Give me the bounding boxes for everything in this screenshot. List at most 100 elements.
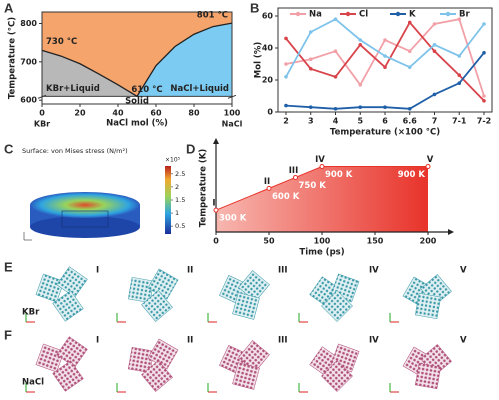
y-tick-label: 600 <box>20 96 37 105</box>
crystal <box>141 290 173 322</box>
point <box>333 17 338 22</box>
x-arrow <box>448 229 454 235</box>
stage-label: I <box>96 266 99 276</box>
legend-marker <box>295 11 301 17</box>
point <box>407 49 412 53</box>
crystal <box>127 346 155 374</box>
point-label: III <box>289 166 299 176</box>
point <box>457 54 462 58</box>
point <box>432 49 437 53</box>
point <box>284 75 288 79</box>
crystal <box>35 273 65 303</box>
panel-label: E <box>4 259 13 274</box>
crystal <box>127 276 155 304</box>
x-tick-label: 4 <box>333 117 339 126</box>
crystal <box>56 266 88 298</box>
x-tick-label: 2 <box>283 117 289 126</box>
x-tick-label: 7 <box>432 117 438 126</box>
annotation: 610 °C <box>131 85 162 95</box>
x-tick-label: 80 <box>188 109 200 118</box>
material-label: KBr <box>22 308 40 318</box>
point <box>457 81 462 85</box>
axis-break <box>37 94 47 99</box>
crystal <box>56 336 88 368</box>
simulation-panel: Surface: von Mises stress (N/m²) ×10⁵ 0.5… <box>22 147 185 241</box>
point <box>383 54 387 58</box>
colorbar-tick-label: 2.5 <box>175 170 185 178</box>
annotation: 801 °C <box>197 11 228 21</box>
point <box>333 49 338 53</box>
point <box>358 83 363 87</box>
x-tick-label: 100 <box>224 109 241 118</box>
stage-label: III <box>278 266 288 276</box>
x-tick-label: 60 <box>150 109 162 118</box>
series-line <box>285 52 485 110</box>
series-line <box>285 20 485 102</box>
x-tick-label: 0 <box>39 109 45 118</box>
legend-marker <box>445 11 451 17</box>
point <box>432 22 437 26</box>
point <box>407 107 412 111</box>
x-axis-label: NaCl mol (%) <box>106 119 168 129</box>
point-label: IV <box>315 155 325 165</box>
y-tick-label: 0 <box>267 108 273 117</box>
crystal <box>141 360 173 392</box>
axis-break <box>227 94 237 99</box>
point <box>482 94 486 98</box>
point <box>308 57 313 61</box>
point <box>358 105 363 109</box>
x-tick-label: 7-2 <box>477 117 491 126</box>
value-label: 900 K <box>325 170 353 180</box>
point <box>482 51 486 55</box>
x-axis-label: Temperature (×100 °C) <box>330 128 440 138</box>
inner-box <box>61 210 109 228</box>
point <box>432 92 437 97</box>
legend-label: Br <box>459 10 470 20</box>
region-label: Solid <box>125 97 149 107</box>
point <box>284 103 288 108</box>
crystal <box>232 292 260 320</box>
point <box>358 38 363 42</box>
stage-label: II <box>187 336 193 346</box>
y-axis-label: Temperature (K) <box>199 149 209 228</box>
x-axis-label: Time (ps) <box>299 248 344 258</box>
stage-label: V <box>460 266 467 276</box>
y-tick-label: 40 <box>262 44 274 53</box>
y-axis-label: Temperature (°C) <box>8 17 18 99</box>
panel-label: C <box>4 141 14 156</box>
point <box>293 174 298 180</box>
area-fill <box>216 166 428 232</box>
frame <box>41 11 233 105</box>
disk-top <box>30 192 140 218</box>
crystal <box>52 360 84 392</box>
point <box>457 17 462 22</box>
x-tick-label: 6.6 <box>403 117 418 126</box>
sim-title: Surface: von Mises stress (N/m²) <box>22 147 128 155</box>
stage-label: IV <box>369 336 379 346</box>
y-tick-label: 60 <box>262 12 274 21</box>
x-tick-label: 6 <box>382 117 388 126</box>
end-label: KBr <box>34 120 50 129</box>
crystal <box>147 268 179 300</box>
x-tick-label: 20 <box>74 109 86 118</box>
point <box>213 207 219 213</box>
crystal <box>414 292 442 320</box>
colorbar-tick-label: 0.5 <box>175 222 185 230</box>
y-tick-label: 700 <box>20 57 37 66</box>
stage-label: II <box>187 266 193 276</box>
stage-label: I <box>96 336 99 346</box>
kbr-liquid-region <box>42 50 137 97</box>
point <box>383 65 387 69</box>
stage-label: IV <box>369 266 379 276</box>
legend-label: Cl <box>359 10 368 20</box>
point <box>383 105 387 109</box>
crystal <box>414 362 442 390</box>
point <box>482 22 486 26</box>
material-label: NaCl <box>22 378 44 388</box>
nacl-liquid-region <box>137 23 232 97</box>
panel-label: D <box>186 141 195 156</box>
point <box>319 164 325 170</box>
value-label: 750 K <box>299 181 327 191</box>
value-label: 300 K <box>219 214 247 224</box>
